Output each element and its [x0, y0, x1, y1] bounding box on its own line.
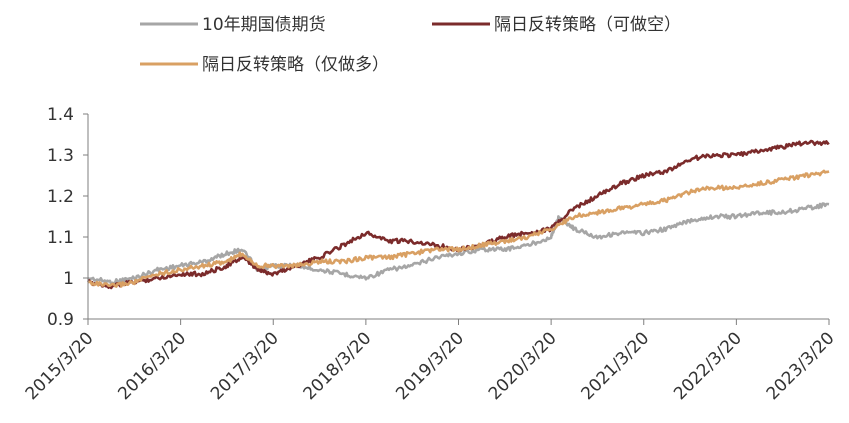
x-tick-label: 2017/3/20 [207, 328, 283, 404]
legend-label-2: 隔日反转策略（可做空） [494, 15, 681, 35]
series-layer [86, 139, 830, 290]
x-tick-label: 2015/3/20 [22, 328, 98, 404]
x-tick-label: 2022/3/20 [670, 328, 746, 404]
x-tick-label: 2016/3/20 [114, 328, 190, 404]
x-tick-label: 2020/3/20 [485, 328, 561, 404]
legend-label-1: 10年期国债期货 [202, 15, 326, 35]
y-tick-label: 0.9 [47, 310, 74, 330]
x-tick-label: 2021/3/20 [578, 328, 654, 404]
legend-label-3: 隔日反转策略（仅做多） [202, 55, 389, 75]
y-tick-label: 1 [63, 269, 74, 289]
legend: 10年期国债期货 隔日反转策略（可做空） 隔日反转策略（仅做多） [140, 15, 681, 75]
x-tick-label: 2018/3/20 [300, 328, 376, 404]
axes: 0.9 1 1.1 1.2 1.3 1.4 2015/3/20 2016/3/20 2017/3… [22, 105, 839, 404]
x-tick-label: 2019/3/20 [392, 328, 468, 404]
series-line-2 [86, 139, 830, 290]
y-tick-label: 1.3 [47, 146, 74, 166]
x-tick-label: 2023/3/20 [763, 328, 839, 404]
y-tick-label: 1.1 [47, 228, 74, 248]
series-line-1 [87, 202, 830, 286]
series-line-3 [87, 169, 830, 288]
y-tick-label: 1.4 [47, 105, 74, 125]
y-tick-label: 1.2 [47, 187, 74, 207]
